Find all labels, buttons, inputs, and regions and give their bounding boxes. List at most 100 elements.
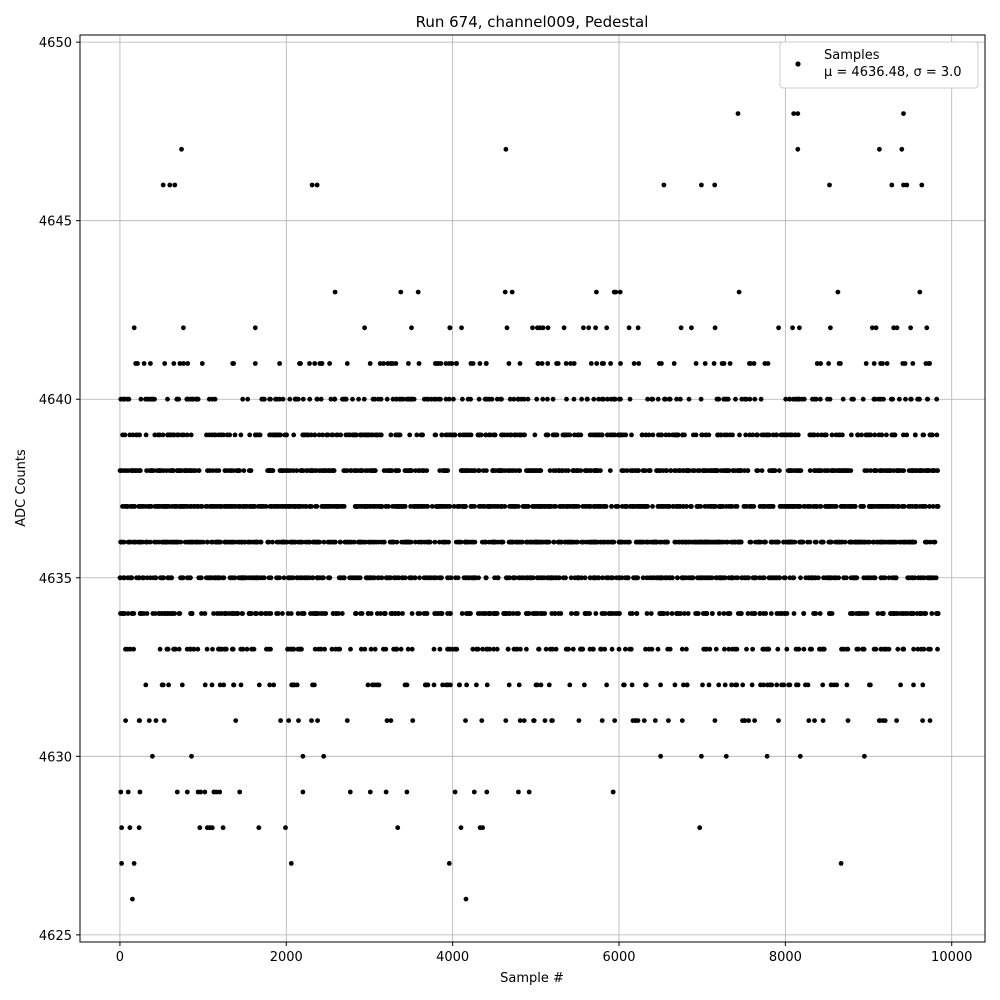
data-point: [137, 789, 143, 795]
data-point: [275, 611, 281, 616]
data-point: [920, 718, 925, 723]
data-point: [263, 611, 269, 616]
data-point: [591, 646, 596, 652]
data-point: [681, 504, 686, 509]
data-point: [556, 575, 562, 581]
data-point: [160, 682, 166, 688]
data-point: [145, 396, 151, 402]
data-point: [394, 396, 399, 402]
data-point: [242, 539, 247, 545]
data-point: [359, 468, 365, 473]
data-point: [295, 611, 301, 616]
data-point: [438, 396, 443, 402]
data-point: [781, 575, 787, 581]
data-point: [532, 432, 538, 438]
data-point: [121, 575, 127, 581]
data-point: [700, 682, 705, 688]
data-point: [593, 539, 599, 545]
data-point: [179, 432, 185, 438]
data-point: [659, 361, 664, 366]
data-point: [244, 646, 250, 652]
data-point: [208, 504, 214, 509]
data-point: [402, 682, 408, 688]
data-point: [893, 539, 899, 545]
data-point: [442, 539, 448, 545]
data-point: [297, 646, 303, 652]
data-point: [119, 825, 124, 831]
data-point: [684, 539, 690, 545]
data-point: [514, 646, 519, 652]
data-point: [504, 325, 510, 331]
data-point: [187, 539, 193, 545]
data-point: [927, 718, 933, 723]
data-point: [681, 468, 687, 473]
data-point: [468, 396, 473, 402]
data-point: [316, 432, 322, 438]
data-point: [747, 504, 753, 509]
data-point: [352, 468, 358, 473]
data-point: [286, 468, 291, 473]
data-point: [658, 753, 663, 759]
data-point: [263, 504, 269, 509]
data-point: [920, 682, 926, 688]
data-point: [640, 432, 645, 438]
data-point: [238, 432, 244, 438]
data-point: [417, 611, 423, 616]
data-point: [845, 718, 851, 723]
data-point: [241, 504, 246, 509]
data-point: [636, 361, 642, 366]
data-point: [196, 468, 202, 473]
data-point: [658, 575, 664, 581]
data-point: [722, 539, 727, 545]
data-point: [706, 432, 712, 438]
data-point: [248, 611, 254, 616]
data-point: [486, 539, 492, 545]
data-point: [474, 646, 479, 652]
data-point: [934, 432, 940, 438]
data-point: [284, 432, 289, 438]
data-point: [277, 468, 283, 473]
data-point: [911, 468, 916, 473]
data-point: [483, 361, 489, 366]
data-point: [368, 432, 374, 438]
data-point: [727, 361, 733, 366]
data-point: [253, 611, 258, 616]
data-point: [280, 396, 286, 402]
data-point: [348, 646, 353, 652]
data-point: [358, 611, 363, 616]
data-point: [370, 682, 375, 688]
data-point: [409, 646, 415, 652]
data-point: [217, 789, 223, 795]
data-point: [777, 504, 783, 509]
data-point: [635, 468, 641, 473]
data-point: [382, 611, 388, 616]
data-point: [384, 396, 390, 402]
data-point: [621, 432, 626, 438]
data-point: [797, 325, 802, 331]
data-point: [774, 611, 780, 616]
data-point: [331, 468, 337, 473]
data-point: [518, 646, 523, 652]
data-point: [935, 468, 940, 473]
data-point: [740, 682, 746, 688]
data-point: [917, 575, 923, 581]
data-point: [546, 682, 552, 688]
data-point: [213, 468, 219, 473]
data-point: [575, 504, 581, 509]
data-point: [443, 396, 449, 402]
data-point: [698, 396, 704, 402]
data-point: [715, 539, 721, 545]
data-point: [198, 575, 203, 581]
data-point: [838, 361, 843, 366]
data-point: [658, 682, 663, 688]
data-point: [730, 575, 735, 581]
data-point: [810, 396, 815, 402]
data-point: [433, 575, 439, 581]
data-point: [575, 575, 581, 581]
data-point: [506, 361, 512, 366]
data-point: [611, 289, 617, 295]
data-point: [563, 646, 569, 652]
data-point: [739, 396, 745, 402]
data-point: [833, 575, 839, 581]
data-point: [871, 396, 877, 402]
